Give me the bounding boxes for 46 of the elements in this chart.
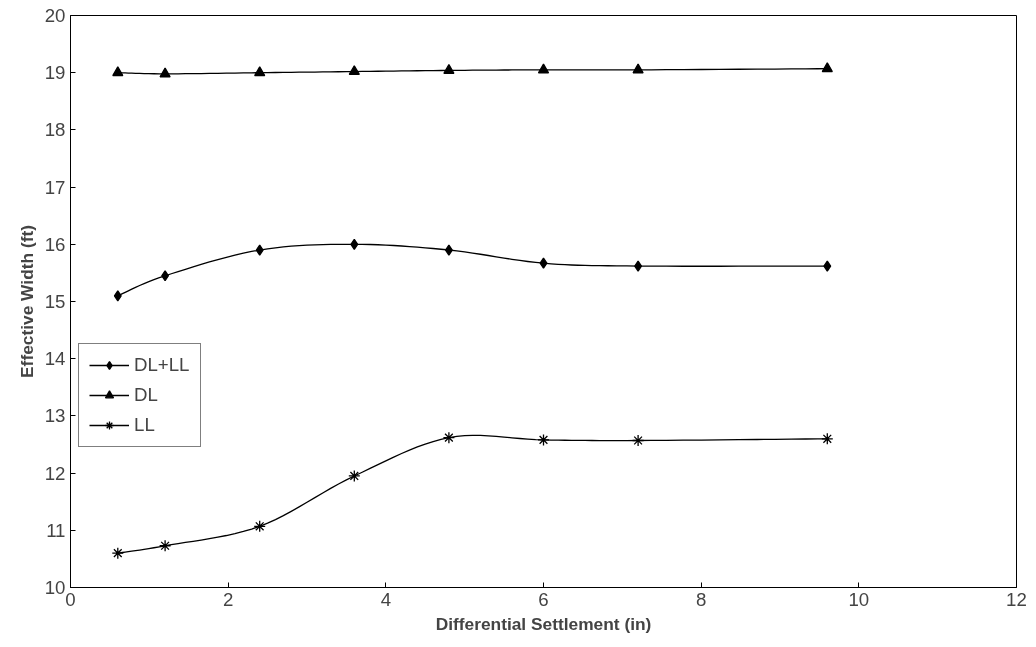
x-tick-label: 0 xyxy=(65,588,76,610)
point xyxy=(161,270,170,282)
y-tick-label: 11 xyxy=(46,519,66,541)
y-tick-label: 14 xyxy=(44,348,66,370)
x-tick-label: 10 xyxy=(848,588,870,610)
x-tick-label: 12 xyxy=(1006,588,1027,610)
point xyxy=(348,65,360,76)
y-tick-label: 20 xyxy=(44,5,66,26)
point xyxy=(442,431,456,444)
point xyxy=(159,67,171,78)
point xyxy=(634,260,643,272)
point xyxy=(632,63,644,74)
point xyxy=(537,433,550,447)
x-tick-label: 4 xyxy=(380,588,392,610)
y-axis-title: Effective Width (ft) xyxy=(16,225,37,378)
y-tick-label: 19 xyxy=(44,62,66,84)
point xyxy=(443,63,455,74)
x-axis-title: Differential Settlement (in) xyxy=(435,613,652,634)
x-tick-label: 6 xyxy=(538,588,549,610)
point xyxy=(821,62,833,73)
point xyxy=(823,260,832,272)
legend-label: LL xyxy=(134,414,155,436)
point xyxy=(539,257,548,269)
y-tick-label: 12 xyxy=(44,462,66,484)
legend-label: DL xyxy=(134,384,158,406)
point xyxy=(348,469,361,483)
point xyxy=(158,539,172,552)
legend-label: DL+LL xyxy=(134,354,190,376)
point xyxy=(537,63,550,74)
point xyxy=(113,290,122,302)
y-tick-label: 13 xyxy=(44,405,66,427)
point xyxy=(631,434,645,447)
y-tick-label: 17 xyxy=(44,176,66,198)
y-tick-label: 18 xyxy=(44,119,66,141)
point xyxy=(111,547,124,560)
point xyxy=(350,238,359,250)
point xyxy=(254,66,266,77)
point xyxy=(112,66,124,77)
y-tick-label: 15 xyxy=(44,291,66,312)
y-tick-label: 16 xyxy=(44,233,66,255)
point xyxy=(255,244,264,256)
point xyxy=(253,520,266,533)
point xyxy=(444,244,453,256)
x-tick-label: 8 xyxy=(695,588,707,610)
x-tick-label: 2 xyxy=(222,588,234,610)
point xyxy=(821,432,834,445)
